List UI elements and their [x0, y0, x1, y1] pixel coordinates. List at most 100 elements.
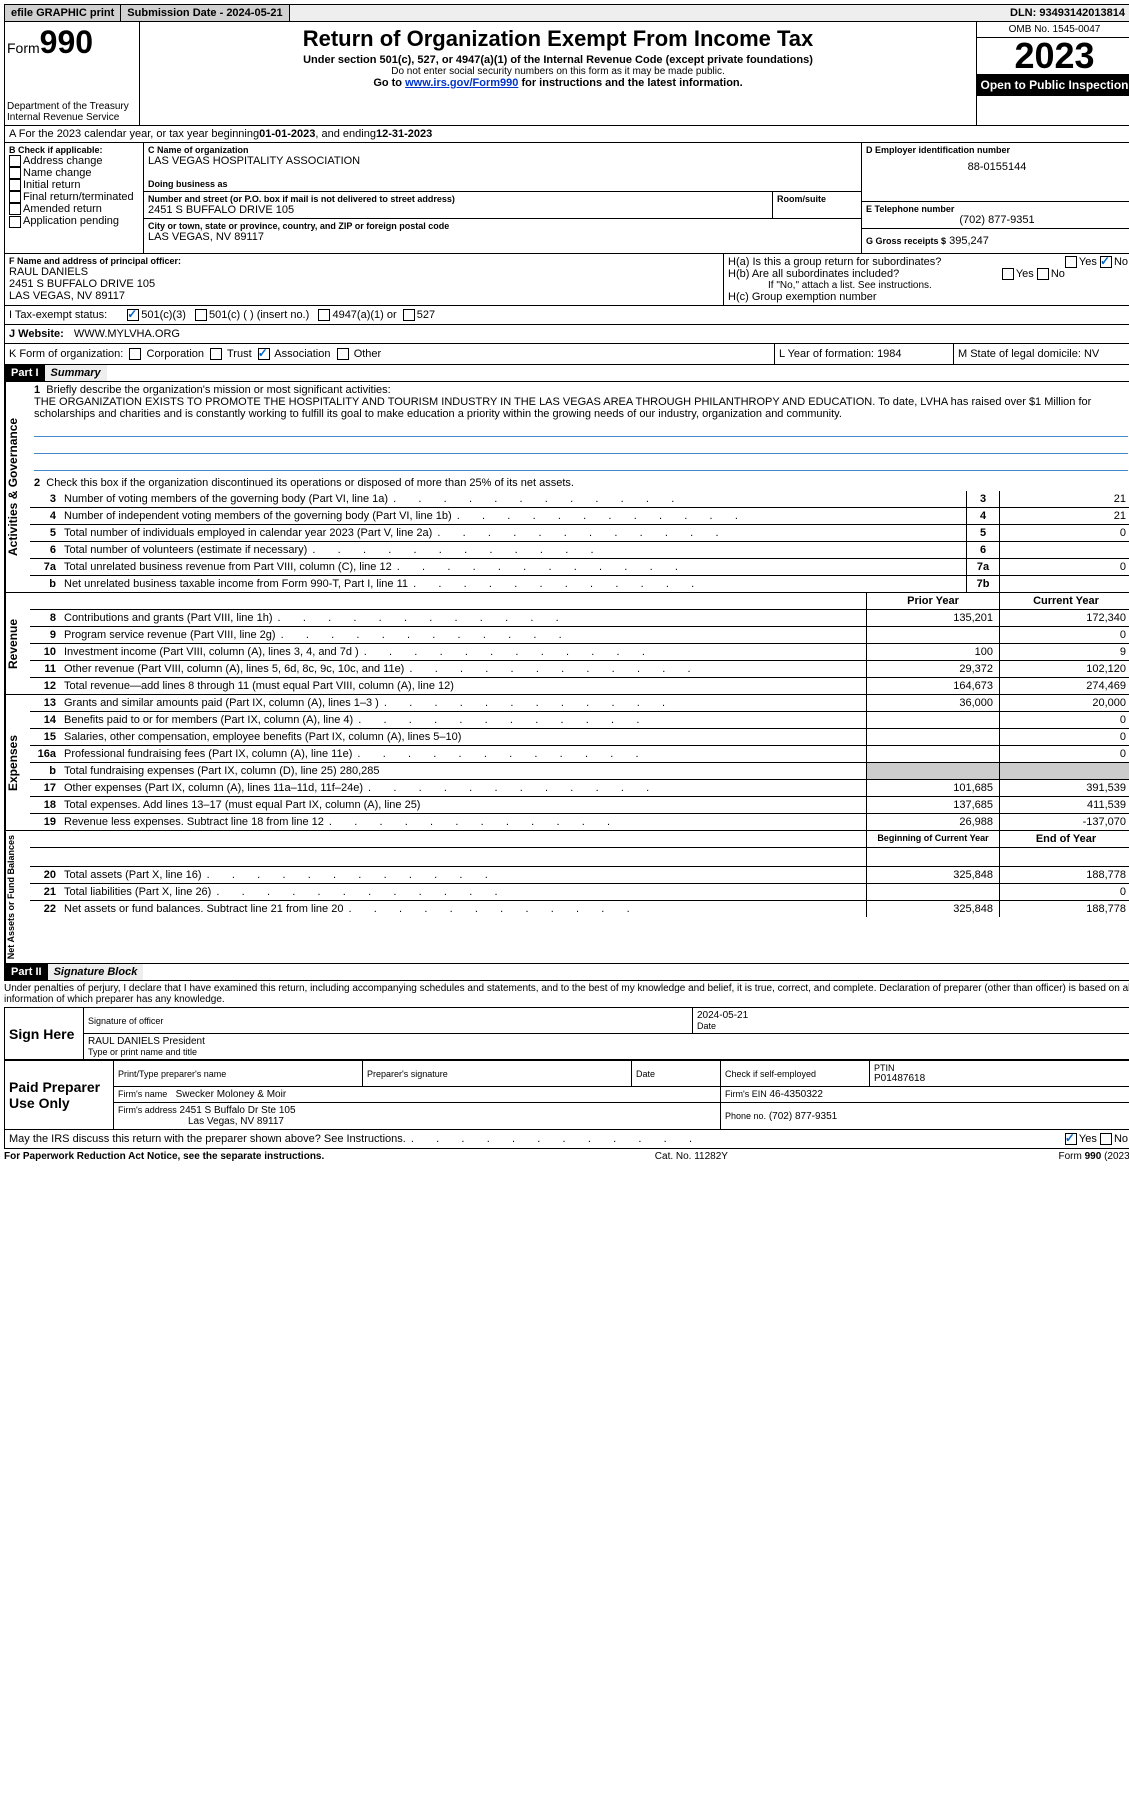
subtitle-3: Go to www.irs.gov/Form990 for instructio… — [142, 77, 974, 89]
sign-here: Sign Here — [5, 1008, 84, 1060]
sig-date: 2024-05-21 — [697, 1010, 1128, 1021]
chk-other[interactable] — [337, 348, 349, 360]
l9: Program service revenue (Part VIII, line… — [60, 627, 866, 643]
c19: -137,070 — [999, 814, 1129, 830]
l6: Total number of volunteers (estimate if … — [60, 542, 966, 558]
irs: Internal Revenue Service — [7, 112, 137, 123]
c14: 0 — [999, 712, 1129, 728]
ptin: P01487618 — [874, 1073, 1128, 1084]
discuss-no[interactable] — [1100, 1133, 1112, 1145]
efile-btn[interactable]: efile GRAPHIC print — [5, 5, 121, 21]
chk-address[interactable]: Address change — [9, 155, 139, 167]
chk-corp[interactable] — [129, 348, 141, 360]
b21 — [866, 884, 999, 900]
l16a: Professional fundraising fees (Part IX, … — [60, 746, 866, 762]
chk-pending[interactable]: Application pending — [9, 215, 139, 227]
b22: 325,848 — [866, 901, 999, 917]
chk-501c3[interactable] — [127, 309, 139, 321]
officer-block: F Name and address of principal officer:… — [4, 254, 1129, 306]
gross-receipts: 395,247 — [949, 235, 989, 247]
c12: 274,469 — [999, 678, 1129, 694]
gov-label: Activities & Governance — [5, 382, 30, 592]
l13: Grants and similar amounts paid (Part IX… — [60, 695, 866, 711]
addr-label: Number and street (or P.O. box if mail i… — [148, 194, 768, 204]
c11: 102,120 — [999, 661, 1129, 677]
chk-4947[interactable] — [318, 309, 330, 321]
b20: 325,848 — [866, 867, 999, 883]
chk-initial[interactable]: Initial return — [9, 179, 139, 191]
l16b: Total fundraising expenses (Part IX, col… — [60, 763, 866, 779]
officer-name: RAUL DANIELS — [9, 266, 719, 278]
p13: 36,000 — [866, 695, 999, 711]
c15: 0 — [999, 729, 1129, 745]
phone: (702) 877-9351 — [866, 214, 1128, 226]
dln: DLN: 93493142013814 — [1004, 5, 1129, 21]
chk-amended[interactable]: Amended return — [9, 203, 139, 215]
hb: H(b) Are all subordinates included? Yes … — [728, 268, 1128, 280]
org-address: 2451 S BUFFALO DRIVE 105 — [148, 204, 768, 216]
org-info-block: B Check if applicable: Address change Na… — [4, 143, 1129, 254]
p16a — [866, 746, 999, 762]
c-name-label: C Name of organization — [148, 145, 857, 155]
ein-label: D Employer identification number — [866, 145, 1128, 155]
v7b — [999, 576, 1129, 592]
c8: 172,340 — [999, 610, 1129, 626]
gross-label: G Gross receipts $ — [866, 236, 946, 246]
l18: Total expenses. Add lines 13–17 (must eq… — [60, 797, 866, 813]
footer: For Paperwork Reduction Act Notice, see … — [4, 1149, 1129, 1164]
domicile: NV — [1084, 348, 1099, 360]
city-label: City or town, state or province, country… — [148, 221, 857, 231]
p8: 135,201 — [866, 610, 999, 626]
chk-final[interactable]: Final return/terminated — [9, 191, 139, 203]
firm-ein: 46-4350322 — [770, 1089, 823, 1100]
section-net: Net Assets or Fund Balances Beginning of… — [4, 831, 1129, 964]
form-title: Return of Organization Exempt From Incom… — [142, 26, 974, 52]
pra-notice: For Paperwork Reduction Act Notice, see … — [4, 1151, 324, 1162]
signature-table: Sign Here Signature of officer 2024-05-2… — [4, 1007, 1129, 1060]
paid-preparer: Paid Preparer Use Only — [5, 1061, 114, 1130]
org-name: LAS VEGAS HOSPITALITY ASSOCIATION — [148, 155, 857, 167]
curr-hdr: Current Year — [999, 593, 1129, 609]
l1-label: Briefly describe the organization's miss… — [46, 384, 390, 396]
sig-officer-label: Signature of officer — [88, 1016, 688, 1026]
open-public: Open to Public Inspection — [977, 74, 1129, 96]
irs-link[interactable]: www.irs.gov/Form990 — [405, 77, 518, 89]
ein: 88-0155144 — [866, 161, 1128, 173]
l22: Net assets or fund balances. Subtract li… — [60, 901, 866, 917]
subtitle-1: Under section 501(c), 527, or 4947(a)(1)… — [142, 54, 974, 66]
section-governance: Activities & Governance 1 Briefly descri… — [4, 382, 1129, 593]
chk-assoc[interactable] — [258, 348, 270, 360]
l14: Benefits paid to or for members (Part IX… — [60, 712, 866, 728]
e21: 0 — [999, 884, 1129, 900]
f-label: F Name and address of principal officer: — [9, 256, 719, 266]
l17: Other expenses (Part IX, column (A), lin… — [60, 780, 866, 796]
preparer-table: Paid Preparer Use Only Print/Type prepar… — [4, 1060, 1129, 1130]
org-city: LAS VEGAS, NV 89117 — [148, 231, 857, 243]
v4: 21 — [999, 508, 1129, 524]
p18: 137,685 — [866, 797, 999, 813]
l7a: Total unrelated business revenue from Pa… — [60, 559, 966, 575]
chk-501c[interactable] — [195, 309, 207, 321]
chk-name[interactable]: Name change — [9, 167, 139, 179]
submission-date: Submission Date - 2024-05-21 — [121, 5, 289, 21]
firm-addr2: Las Vegas, NV 89117 — [188, 1116, 284, 1127]
v3: 21 — [999, 491, 1129, 507]
mission-text: THE ORGANIZATION EXISTS TO PROMOTE THE H… — [34, 396, 1091, 420]
e20: 188,778 — [999, 867, 1129, 883]
net-label: Net Assets or Fund Balances — [5, 831, 30, 963]
subtitle-2: Do not enter social security numbers on … — [142, 66, 974, 77]
c17: 391,539 — [999, 780, 1129, 796]
discuss-yes[interactable] — [1065, 1133, 1077, 1145]
l4: Number of independent voting members of … — [60, 508, 966, 524]
p19: 26,988 — [866, 814, 999, 830]
prior-hdr: Prior Year — [866, 593, 999, 609]
p12: 164,673 — [866, 678, 999, 694]
v5: 0 — [999, 525, 1129, 541]
part2-header: Part IISignature Block — [4, 964, 1129, 981]
form-header: Form990 Department of the Treasury Inter… — [4, 22, 1129, 126]
p9 — [866, 627, 999, 643]
section-revenue: Revenue Prior YearCurrent Year 8Contribu… — [4, 593, 1129, 695]
firm-addr1: 2451 S Buffalo Dr Ste 105 — [180, 1105, 296, 1116]
chk-trust[interactable] — [210, 348, 222, 360]
chk-527[interactable] — [403, 309, 415, 321]
